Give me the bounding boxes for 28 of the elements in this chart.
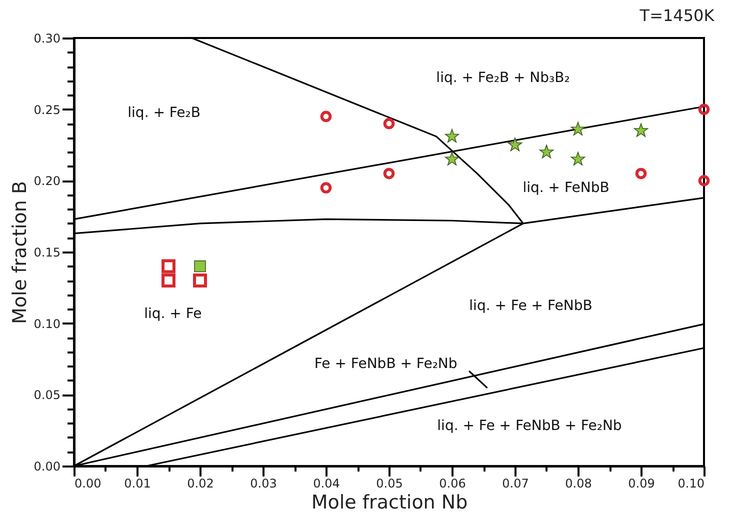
- x-tick-label: 0.08: [565, 476, 592, 490]
- y-axis-title: Mole fraction B: [8, 180, 31, 324]
- x-tick-label: 0.03: [250, 476, 277, 490]
- x-tick-label: 0.06: [439, 476, 466, 490]
- annotation: liq. + Fe: [144, 306, 202, 322]
- annotation: liq. + FeNbB: [522, 180, 610, 196]
- y-tick-label: 0.15: [34, 246, 60, 260]
- x-tick-label: 0.10: [678, 476, 704, 490]
- annotation: liq. + Fe + FeNbB + Fe₂Nb: [437, 418, 622, 434]
- y-tick-label: 0.10: [34, 316, 60, 331]
- x-axis-title: Mole fraction Nb: [311, 492, 468, 514]
- annotation: liq. + Fe₂B: [128, 104, 201, 121]
- annotation: liq. + Fe₂B + Nb₃B₂: [436, 70, 570, 86]
- y-tick-label: 0.25: [34, 102, 60, 117]
- y-tick-label: 0.20: [34, 174, 60, 188]
- x-tick-label: 0.02: [187, 476, 214, 490]
- annotation: Fe + FeNbB + Fe₂Nb: [314, 356, 458, 372]
- x-tick-label: 0.09: [628, 476, 655, 490]
- x-tick-label: 0.05: [376, 476, 403, 490]
- y-tick-label: 0.30: [34, 32, 60, 46]
- x-tick-label: 0.01: [124, 476, 151, 490]
- chart-title: T=1450K: [638, 6, 715, 25]
- x-tick-label: 0.04: [313, 476, 340, 490]
- x-tick-label: 0.00: [74, 476, 102, 490]
- x-tick-label: 0.07: [502, 476, 529, 490]
- annotation: liq. + Fe + FeNbB: [469, 298, 592, 314]
- y-tick-label: 0.05: [34, 388, 60, 402]
- y-tick-label: 0.00: [34, 460, 60, 474]
